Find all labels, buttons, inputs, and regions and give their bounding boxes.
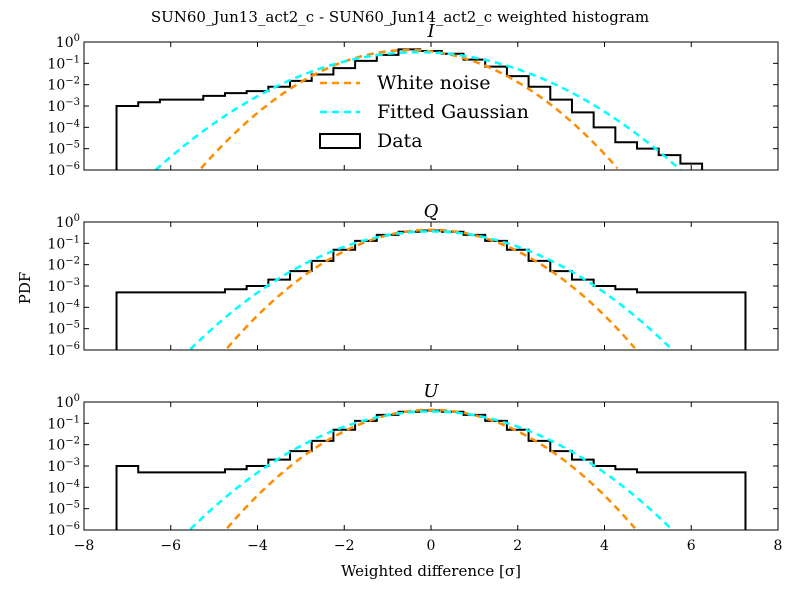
y-tick-label: 10−3 bbox=[47, 97, 80, 115]
y-tick-label: 10−2 bbox=[47, 76, 80, 94]
x-tick-label: 4 bbox=[600, 538, 609, 554]
plot-frame bbox=[83, 401, 779, 531]
legend-label: White noise bbox=[377, 72, 491, 94]
panel-title: U bbox=[423, 381, 439, 402]
y-tick-label: 10−5 bbox=[47, 140, 80, 158]
y-tick-label: 10−6 bbox=[47, 521, 80, 539]
fitted-gaussian-curve bbox=[189, 410, 673, 531]
white-noise-curve bbox=[200, 48, 619, 170]
y-tick-label: 10−3 bbox=[47, 277, 80, 295]
y-tick-label: 10−2 bbox=[47, 436, 80, 454]
panel-title: I bbox=[426, 21, 435, 42]
y-tick-label: 100 bbox=[56, 213, 80, 231]
y-tick-label: 10−5 bbox=[47, 320, 80, 338]
x-tick-label: 8 bbox=[774, 538, 783, 554]
fitted-gaussian-curve bbox=[154, 50, 682, 171]
x-tick-label: −2 bbox=[334, 538, 355, 554]
white-noise-curve bbox=[226, 408, 636, 529]
x-tick-label: 0 bbox=[427, 538, 436, 554]
fitted-gaussian-curve bbox=[189, 230, 673, 351]
white-noise-curve bbox=[226, 228, 636, 349]
y-tick-label: 10−6 bbox=[47, 161, 80, 179]
y-tick-label: 10−4 bbox=[47, 478, 80, 496]
legend-swatch bbox=[319, 133, 361, 149]
panel-1: Q 100 10−1 10−2 10−3 10−4 10−5 10−6 bbox=[47, 201, 779, 359]
data-histogram bbox=[115, 229, 747, 350]
x-tick-label: −6 bbox=[160, 538, 181, 554]
x-tick-label: −8 bbox=[74, 538, 95, 554]
y-tick-label: 10−6 bbox=[47, 341, 80, 359]
panel-0: I 100 10−1 10−2 10−3 10−4 10−5 10−6 White noise F… bbox=[47, 21, 779, 179]
plot-frame bbox=[83, 221, 779, 351]
y-tick-label: 10−4 bbox=[47, 298, 80, 316]
y-tick-label: 10−5 bbox=[47, 500, 80, 518]
panel-2: U −8 −6 −4 −2 0 2 4 6 8 100 10−1 10−2 10−3 10−4 10−5 10−… bbox=[47, 381, 782, 554]
y-tick-label: 100 bbox=[56, 33, 80, 51]
y-tick-label: 10−4 bbox=[47, 118, 80, 136]
panel-title: Q bbox=[424, 201, 439, 222]
y-tick-label: 10−1 bbox=[47, 54, 80, 72]
x-tick-label: 6 bbox=[687, 538, 696, 554]
figure-title: SUN60_Jun13_act2_c - SUN60_Jun14_act2_c … bbox=[150, 8, 650, 26]
y-tick-label: 10−2 bbox=[47, 256, 80, 274]
data-histogram bbox=[115, 409, 747, 530]
y-tick-label: 10−1 bbox=[47, 414, 80, 432]
y-tick-label: 100 bbox=[56, 393, 80, 411]
y-tick-label: 10−1 bbox=[47, 234, 80, 252]
legend: White noise Fitted Gaussian Data bbox=[319, 72, 529, 152]
y-tick-label: 10−3 bbox=[47, 457, 80, 475]
x-tick-label: 2 bbox=[513, 538, 522, 554]
legend-label: Data bbox=[377, 130, 423, 152]
x-axis-label: Weighted difference [σ] bbox=[340, 562, 522, 580]
x-tick-label: −4 bbox=[247, 538, 268, 554]
legend-label: Fitted Gaussian bbox=[377, 101, 529, 123]
